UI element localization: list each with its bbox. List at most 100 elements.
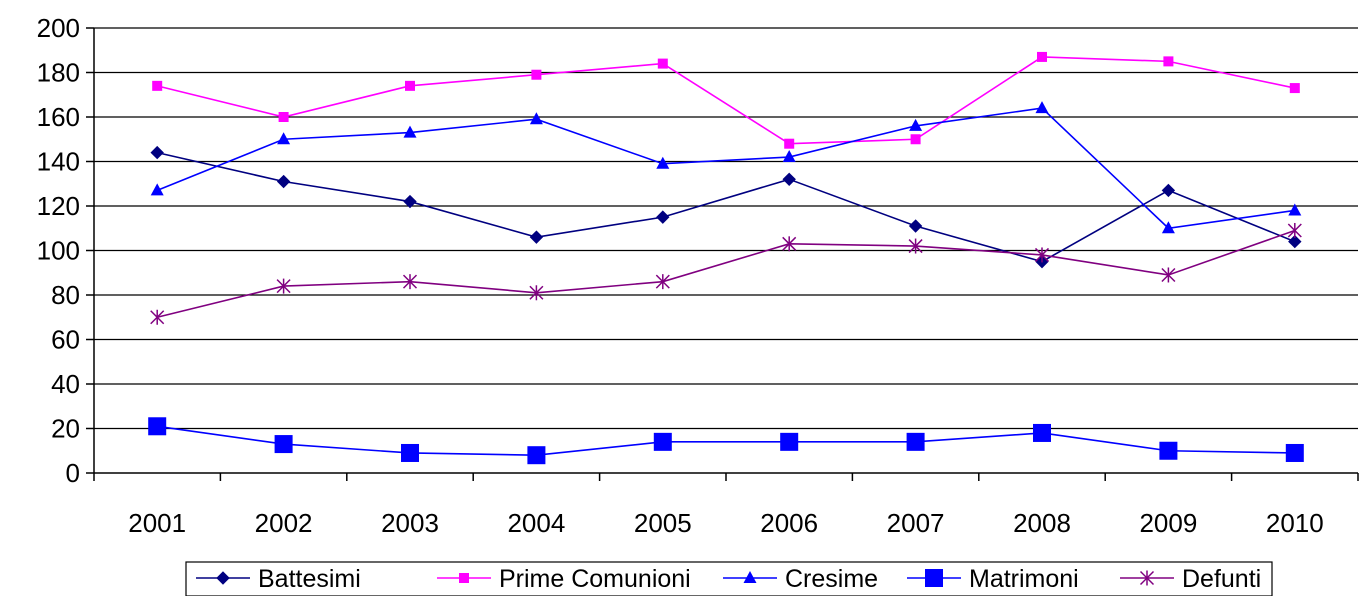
legend-item-defunti: Defunti bbox=[1120, 565, 1261, 593]
data-point-cresime bbox=[909, 118, 923, 131]
series-prime-comunioni bbox=[152, 51, 1300, 149]
data-point-matrimoni bbox=[1159, 441, 1178, 460]
data-point-battesimi bbox=[908, 219, 923, 233]
data-point-defunti bbox=[1287, 222, 1302, 238]
data-point-prime-comunioni bbox=[784, 138, 795, 149]
data-point-cresime bbox=[1288, 203, 1302, 216]
y-tick-label: 180 bbox=[37, 58, 80, 88]
data-point-battesimi bbox=[1288, 234, 1302, 249]
data-point-prime-comunioni bbox=[1289, 83, 1300, 94]
legend-label: Battesimi bbox=[258, 565, 361, 593]
x-tick-label: 2007 bbox=[887, 508, 945, 538]
data-point-matrimoni bbox=[527, 446, 546, 465]
data-point-battesimi bbox=[529, 230, 544, 244]
series-group bbox=[148, 51, 1304, 465]
legend-label: Cresime bbox=[785, 565, 878, 593]
x-tick-label: 2005 bbox=[634, 508, 692, 538]
legend: Battesimi Prime Comunioni Cresime Matrimoni… bbox=[185, 561, 1273, 596]
data-point-battesimi bbox=[150, 145, 164, 160]
x-tick-label: 2001 bbox=[128, 508, 186, 538]
series-line-battesimi bbox=[157, 151, 1296, 263]
data-point-defunti bbox=[655, 274, 670, 290]
data-point-cresime bbox=[403, 125, 417, 138]
data-point-matrimoni bbox=[653, 432, 672, 451]
series-defunti bbox=[150, 222, 1302, 325]
data-point-prime-comunioni bbox=[657, 58, 668, 69]
data-point-defunti bbox=[1161, 267, 1176, 283]
data-point-battesimi bbox=[403, 194, 417, 209]
data-point-cresime bbox=[1035, 101, 1049, 114]
data-point-defunti bbox=[529, 285, 544, 301]
series-line-prime-comunioni bbox=[157, 56, 1295, 145]
data-point-defunti bbox=[402, 274, 418, 290]
data-point-defunti bbox=[1034, 247, 1050, 263]
series-line-cresime bbox=[156, 107, 1295, 230]
data-point-prime-comunioni bbox=[405, 80, 415, 91]
y-tick-label: 60 bbox=[51, 325, 80, 355]
y-tick-label: 160 bbox=[37, 102, 80, 132]
series-battesimi bbox=[150, 145, 1302, 269]
data-point-battesimi bbox=[276, 174, 291, 189]
x-tick-label: 2004 bbox=[507, 508, 565, 538]
legend-marker-defunti bbox=[1139, 570, 1155, 586]
x-tick-label: 2002 bbox=[255, 508, 313, 538]
x-tick-label: 2008 bbox=[1013, 508, 1071, 538]
y-tick-label: 20 bbox=[51, 414, 80, 444]
data-point-defunti bbox=[908, 238, 923, 254]
data-point-defunti bbox=[150, 309, 165, 325]
data-point-battesimi bbox=[782, 172, 796, 187]
y-tick-label: 40 bbox=[51, 369, 80, 399]
legend-marker-prime-comunioni bbox=[459, 573, 469, 583]
data-point-cresime bbox=[150, 183, 164, 196]
y-tick-label: 120 bbox=[37, 191, 80, 221]
y-axis-ticks: 0 20 40 60 80 100 120 140 160 180 200 bbox=[37, 13, 94, 488]
data-point-prime-comunioni bbox=[278, 112, 289, 122]
legend-marker-cresime bbox=[743, 571, 757, 583]
legend-label: Matrimoni bbox=[969, 565, 1079, 593]
y-tick-label: 200 bbox=[37, 13, 80, 43]
data-point-cresime bbox=[1161, 221, 1175, 234]
y-tick-label: 100 bbox=[37, 236, 80, 266]
data-point-cresime bbox=[656, 156, 670, 169]
data-point-defunti bbox=[782, 236, 797, 252]
y-tick-label: 140 bbox=[37, 147, 80, 177]
legend-marker-matrimoni bbox=[925, 569, 943, 587]
legend-marker-battesimi bbox=[216, 571, 230, 585]
data-point-cresime bbox=[277, 132, 291, 145]
data-point-battesimi bbox=[656, 210, 670, 224]
series-matrimoni bbox=[148, 417, 1304, 465]
series-cresime bbox=[150, 101, 1302, 234]
series-line-matrimoni bbox=[157, 425, 1295, 457]
data-point-matrimoni bbox=[1033, 423, 1051, 442]
gridlines bbox=[94, 27, 1358, 430]
y-tick-label: 80 bbox=[51, 280, 80, 310]
legend-item-prime-comunioni: Prime Comunioni bbox=[437, 565, 691, 593]
x-tick-label: 2006 bbox=[760, 508, 818, 538]
data-point-battesimi bbox=[1161, 183, 1176, 198]
data-point-prime-comunioni bbox=[1163, 56, 1174, 67]
data-point-cresime bbox=[529, 112, 543, 125]
legend-label: Prime Comunioni bbox=[499, 565, 691, 593]
legend-label: Defunti bbox=[1182, 565, 1261, 593]
legend-item-cresime: Cresime bbox=[723, 565, 878, 593]
data-point-prime-comunioni bbox=[910, 134, 921, 145]
x-tick-label: 2010 bbox=[1266, 508, 1324, 538]
data-point-matrimoni bbox=[780, 432, 799, 451]
data-point-matrimoni bbox=[906, 432, 925, 451]
data-point-matrimoni bbox=[401, 443, 419, 462]
data-point-defunti bbox=[276, 278, 291, 294]
legend-item-battesimi: Battesimi bbox=[196, 565, 361, 593]
data-point-cresime bbox=[782, 150, 796, 163]
series-line-defunti bbox=[157, 229, 1296, 319]
y-tick-label: 0 bbox=[66, 458, 80, 488]
data-point-matrimoni bbox=[274, 435, 293, 454]
legend-item-matrimoni: Matrimoni bbox=[907, 565, 1079, 593]
x-tick-label: 2009 bbox=[1139, 508, 1197, 538]
x-axis-ticks: 2001 2002 2003 2004 2005 2006 2007 2008 2009 2010 bbox=[93, 473, 1359, 538]
data-point-prime-comunioni bbox=[152, 80, 163, 91]
legend-box bbox=[185, 561, 1273, 596]
data-point-prime-comunioni bbox=[531, 69, 542, 80]
data-point-matrimoni bbox=[148, 417, 167, 436]
data-point-matrimoni bbox=[1285, 443, 1304, 462]
